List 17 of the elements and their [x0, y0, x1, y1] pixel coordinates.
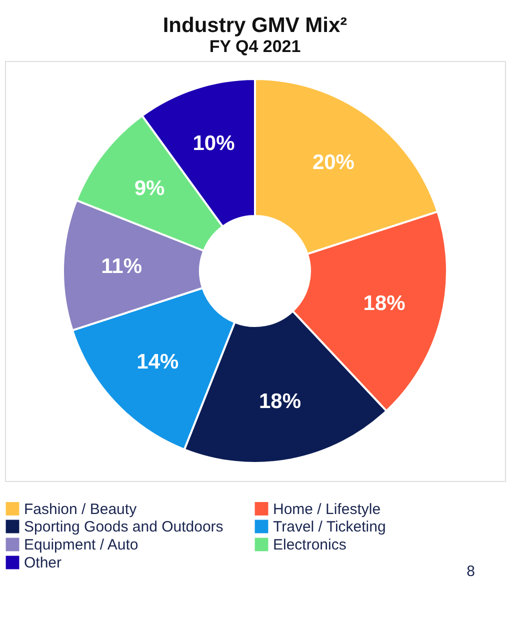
chart-subtitle: FY Q4 2021	[209, 37, 301, 56]
legend-label: Travel / Ticketing	[273, 518, 386, 536]
data-label: 11%	[101, 254, 142, 278]
legend-label: Home / Lifestyle	[273, 500, 381, 518]
data-label: 20%	[312, 150, 355, 174]
legend-label: Other	[24, 554, 62, 572]
legend-label: Sporting Goods and Outdoors	[24, 518, 224, 536]
data-label: 9%	[134, 177, 166, 200]
chart-title: Industry GMV Mix²	[162, 14, 348, 37]
text: 8	[466, 563, 475, 580]
legend-label: Electronics	[273, 536, 346, 554]
legend-label: Equipment / Auto	[24, 536, 138, 554]
legend-label: Fashion / Beauty	[24, 500, 138, 518]
data-label: 18%	[363, 292, 406, 316]
data-label: 18%	[259, 390, 302, 414]
data-label: 10%	[192, 132, 236, 156]
data-label: 14%	[136, 350, 180, 374]
